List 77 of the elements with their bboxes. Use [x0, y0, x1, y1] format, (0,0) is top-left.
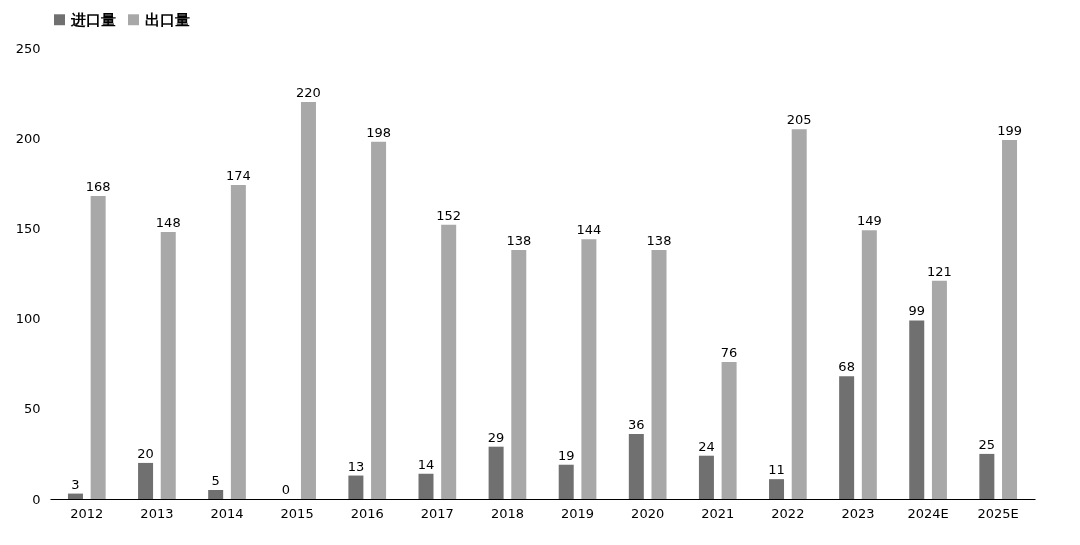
- bar: [160, 232, 176, 499]
- data-label: 25: [978, 436, 996, 452]
- x-tick-label: 2024E: [907, 505, 949, 521]
- bar: [931, 280, 947, 499]
- x-tick-label: 2022: [771, 505, 805, 521]
- x-tick-label: 2014: [210, 505, 244, 521]
- bar: [861, 230, 877, 499]
- data-label: 5: [211, 472, 220, 488]
- data-label: 13: [347, 458, 365, 474]
- data-label: 149: [856, 213, 882, 229]
- bar: [651, 250, 667, 499]
- data-label: 68: [838, 359, 855, 375]
- x-tick-label: 2019: [561, 505, 595, 521]
- bar: [581, 239, 597, 499]
- data-label: 14: [417, 456, 435, 472]
- data-label: 144: [576, 222, 602, 238]
- data-label: 36: [628, 417, 645, 433]
- bar: [67, 493, 83, 499]
- x-tick-label: 2015: [280, 505, 314, 521]
- x-tick-label: 2018: [490, 505, 524, 521]
- y-tick-label: 50: [23, 401, 41, 417]
- bar: [979, 453, 995, 499]
- data-label: 220: [296, 85, 321, 101]
- bar: [698, 455, 714, 499]
- bar: [791, 129, 807, 499]
- x-tick-label: 2012: [70, 505, 104, 521]
- bar: [558, 464, 574, 499]
- data-label: 174: [225, 168, 251, 184]
- bar: [138, 462, 154, 499]
- bar: [839, 376, 855, 499]
- legend-label: 出口量: [145, 10, 190, 29]
- data-label: 199: [997, 123, 1022, 138]
- data-label: 138: [646, 233, 672, 249]
- x-tick-label: 2020: [631, 505, 665, 521]
- x-tick-label: 2016: [350, 505, 384, 521]
- bar: [1002, 140, 1018, 499]
- bar: [300, 102, 316, 499]
- x-tick-label: 2021: [701, 505, 735, 521]
- data-label: 198: [366, 124, 391, 140]
- x-tick-label: 2023: [841, 505, 875, 521]
- bar: [90, 195, 106, 499]
- bar: [769, 479, 785, 499]
- data-label: 152: [436, 207, 462, 223]
- y-tick-label: 150: [15, 220, 41, 236]
- bar: [628, 434, 644, 499]
- legend-label: 进口量: [70, 10, 116, 29]
- bar: [488, 446, 504, 499]
- data-label: 3: [71, 476, 80, 492]
- bar: [511, 250, 527, 499]
- data-label: 29: [487, 429, 505, 445]
- bar: [909, 320, 925, 499]
- y-tick-label: 200: [15, 130, 41, 146]
- x-tick-label: 2017: [420, 505, 454, 521]
- y-tick-label: 0: [32, 491, 41, 507]
- data-label: 76: [720, 344, 738, 360]
- data-label: 19: [557, 447, 575, 463]
- data-label: 0: [281, 482, 290, 497]
- data-label: 168: [85, 178, 111, 194]
- bar: [230, 185, 246, 499]
- y-tick-label: 100: [15, 311, 41, 327]
- data-label: 20: [137, 445, 154, 461]
- data-label: 11: [768, 462, 785, 478]
- y-tick-label: 250: [15, 40, 41, 56]
- bar: [418, 473, 434, 499]
- x-tick-label: 2025E: [977, 505, 1019, 521]
- data-label: 138: [506, 233, 532, 249]
- bar: [441, 224, 457, 499]
- data-label: 99: [908, 303, 926, 319]
- data-label: 148: [155, 215, 181, 231]
- data-label: 121: [927, 263, 952, 279]
- bar: [348, 475, 364, 499]
- bar: [721, 361, 737, 499]
- bar: [371, 141, 387, 499]
- x-tick-label: 2013: [140, 505, 174, 521]
- data-label: 24: [698, 438, 715, 454]
- data-label: 205: [786, 112, 812, 128]
- bar: [208, 489, 224, 499]
